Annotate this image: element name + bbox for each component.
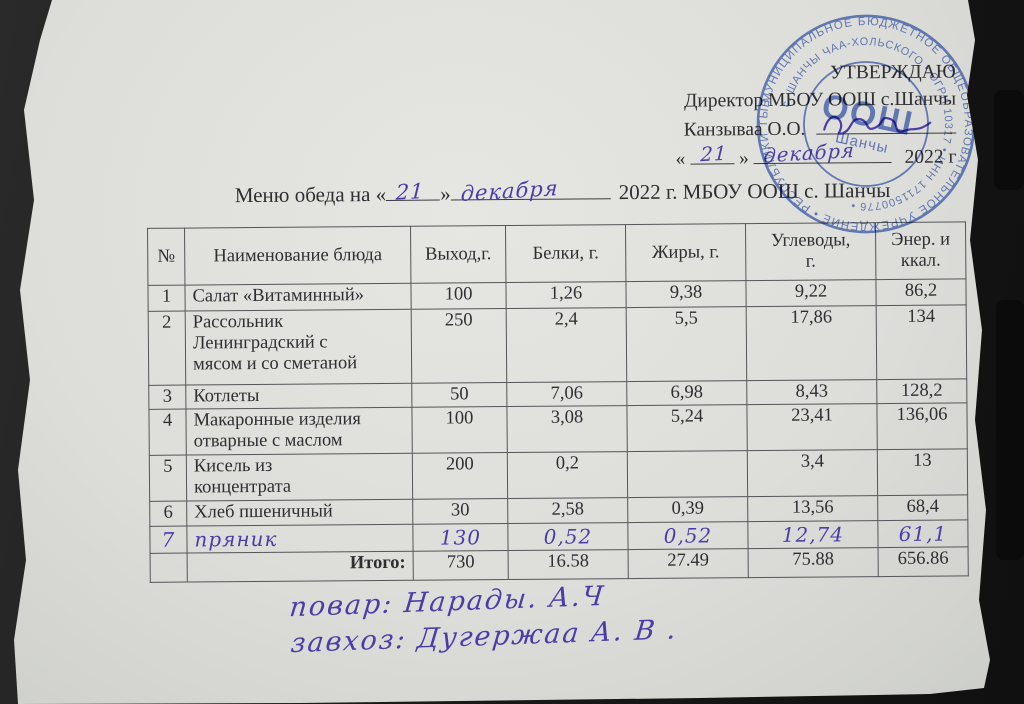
- cell-out: 130: [412, 523, 509, 552]
- cell-energy: 134: [876, 304, 967, 380]
- cell-out: 50: [411, 382, 507, 408]
- cell-dish: Котлеты: [185, 383, 412, 410]
- cell-num: 7: [149, 526, 188, 554]
- cell-carbs: 9,22: [745, 279, 877, 307]
- total-out: 730: [413, 550, 509, 581]
- cell-out: 100: [410, 282, 507, 310]
- background-object: [994, 90, 1024, 190]
- total-row: Итого: 730 16.58 27.49 75.88 656.86: [150, 546, 969, 583]
- cell-protein: 3,08: [506, 405, 628, 453]
- title-day-blank: 21: [386, 179, 441, 205]
- total-label: Итого:: [187, 551, 414, 583]
- cell-dish: пряник: [186, 524, 414, 554]
- total-protein: 16.58: [508, 549, 629, 580]
- cell-carbs: 13,56: [747, 495, 878, 522]
- title-month-blank: декабря: [450, 176, 611, 206]
- title-open-quote: «: [375, 181, 387, 207]
- handwritten-title-month: декабря: [460, 176, 560, 207]
- cell-fat: [627, 450, 748, 498]
- approval-name-line: Канзываа О.О.: [536, 112, 957, 145]
- col-header-dish: Наименование блюда: [184, 226, 411, 286]
- cell-carbs: 23,41: [746, 403, 878, 451]
- cell-protein: 2,58: [507, 497, 628, 524]
- cell-fat: 5,5: [626, 306, 747, 382]
- col-header-num: №: [147, 228, 185, 286]
- menu-table: № Наименование блюда Выход,г. Белки, г. …: [147, 221, 969, 583]
- total-fat: 27.49: [628, 548, 749, 579]
- cell-dish: Рассольник Ленинградский с мясом и со см…: [185, 309, 412, 386]
- cell-protein: 7,06: [506, 381, 627, 407]
- col-header-protein: Белки, г.: [505, 224, 626, 283]
- cell-carbs: 3,4: [747, 449, 878, 497]
- official-round-stamp: МУНИЦИПАЛЬНОЕ БЮДЖЕТНОЕ ОБЩЕОБРАЗОВАТЕЛЬ…: [724, 0, 990, 252]
- cell-out: 30: [412, 498, 508, 525]
- cell-fat: 6,98: [626, 380, 747, 406]
- table-row: 4 Макаронные изделия отварные с маслом 1…: [148, 402, 968, 456]
- cell-energy: 13: [877, 448, 968, 496]
- cell-protein: 0,52: [507, 522, 629, 551]
- cell-num: 4: [148, 409, 187, 456]
- cell-num: 6: [149, 501, 187, 527]
- total-energy: 656.86: [878, 546, 969, 577]
- cell-num: 2: [148, 311, 186, 386]
- cell-fat: 9,38: [625, 280, 747, 308]
- col-header-out: Выход,г.: [410, 225, 506, 284]
- cell-carbs: 12,74: [747, 520, 879, 549]
- handwritten-signatures: повар: Нарады. А.Ч завхоз: Дугержаа А. В…: [288, 576, 679, 662]
- table-row: 5 Кисель из концентрата 200 0,2 3,4 13: [149, 448, 968, 502]
- total-carbs: 75.88: [748, 547, 879, 578]
- cell-num: 5: [149, 455, 187, 502]
- handwritten-day: 21: [699, 141, 728, 167]
- cell-protein: 2,4: [506, 307, 627, 383]
- cell-num: 3: [148, 385, 186, 410]
- cell-fat: 0,52: [627, 521, 749, 550]
- cell-out: 100: [411, 406, 508, 454]
- background-object: [996, 300, 1024, 560]
- cell-dish: Кисель из концентрата: [186, 453, 413, 502]
- approval-block: УТВЕРЖДАЮ Директор МБОУ ООШ с.Шанчы Канз…: [536, 59, 957, 174]
- cell-dish: Макаронные изделия отварные с маслом: [185, 407, 413, 456]
- cell-energy: 136,06: [876, 402, 968, 450]
- cell-protein: 1,26: [505, 281, 627, 309]
- cell-energy: 68,4: [877, 494, 968, 521]
- cell-num-empty: [150, 553, 188, 583]
- cell-carbs: 17,86: [746, 305, 877, 381]
- date-day-blank: 21: [690, 142, 735, 166]
- title-close-quote: »: [440, 181, 451, 206]
- cell-energy: 86,2: [875, 278, 967, 306]
- cell-fat: 0,39: [627, 496, 748, 523]
- cell-carbs: 8,43: [746, 379, 877, 405]
- cell-energy: 61,1: [877, 519, 969, 548]
- col-header-fat: Жиры, г.: [625, 223, 746, 282]
- cell-num: 1: [147, 285, 186, 312]
- title-prefix: Меню обеда на: [234, 182, 376, 208]
- handwritten-title-day: 21: [395, 178, 426, 205]
- signature-line: [816, 112, 957, 135]
- cell-out: 200: [412, 452, 508, 500]
- cell-out: 250: [411, 308, 507, 384]
- cell-dish: Салат «Витаминный»: [184, 283, 412, 312]
- cell-dish: Хлеб пшеничный: [186, 499, 413, 527]
- signature-scribble: [823, 115, 932, 135]
- open-quote: «: [675, 148, 686, 170]
- cell-fat: 5,24: [626, 404, 748, 452]
- cell-protein: 0,2: [507, 451, 628, 499]
- cell-energy: 128,2: [876, 378, 967, 404]
- table-row: 2 Рассольник Ленинградский с мясом и со …: [148, 304, 967, 386]
